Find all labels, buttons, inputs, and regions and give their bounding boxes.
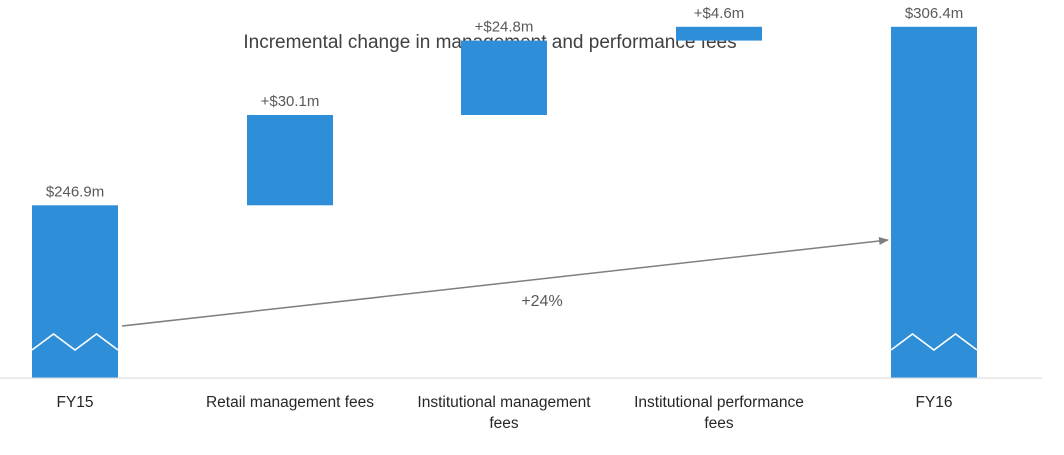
data-label-1: +$30.1m: [261, 93, 320, 110]
bar-1: [247, 115, 333, 206]
data-label-4: $306.4m: [905, 5, 963, 22]
growth-label: +24%: [521, 293, 562, 310]
bar-0: [32, 205, 118, 378]
axis-break-marker: [890, 333, 978, 351]
bars-layer: [31, 26, 978, 379]
data-label-3: +$4.6m: [694, 5, 744, 22]
labels-layer: $246.9m FY15 +$30.1m Retail management fees…: [46, 5, 963, 432]
x-tick-label-0: FY15: [56, 394, 93, 411]
x-tick-label-3: Institutional performance: [634, 394, 804, 411]
x-tick-label-3: fees: [704, 415, 734, 432]
bar-3: [676, 26, 762, 41]
x-tick-label-2: Institutional management: [417, 394, 591, 411]
growth-arrow-layer: +24%: [121, 237, 889, 327]
bar-4: [891, 26, 977, 379]
axis-break-marker: [31, 333, 119, 351]
x-tick-label-2: fees: [489, 415, 519, 432]
data-label-2: +$24.8m: [475, 19, 534, 36]
growth-arrow: [121, 237, 889, 327]
bar-2: [461, 40, 547, 115]
x-tick-label-4: FY16: [915, 394, 952, 411]
data-label-0: $246.9m: [46, 183, 104, 200]
x-tick-label-1: Retail management fees: [206, 394, 374, 411]
